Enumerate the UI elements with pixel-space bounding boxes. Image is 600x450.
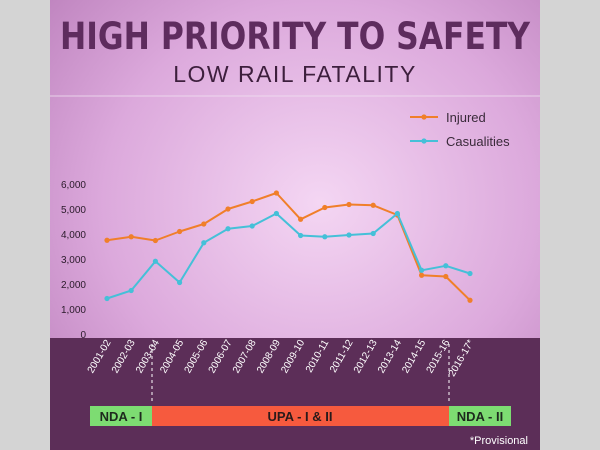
legend-label-casualties: Casualities <box>446 134 510 149</box>
legend-item-injured: Injured <box>410 110 486 125</box>
point-casualties <box>467 270 473 277</box>
period-nda-ii-label: NDA - II <box>457 409 503 424</box>
point-casualties <box>443 263 449 269</box>
point-casualties <box>273 210 279 217</box>
y-tick-label: 6,000 <box>61 180 86 191</box>
rail-fatality-chart: HIGH PRIORITY TO SAFETY LOW RAIL FATALIT… <box>50 0 540 450</box>
point-casualties <box>225 226 231 232</box>
point-injured <box>443 273 449 280</box>
point-injured <box>346 201 352 208</box>
series-line-casualties <box>106 212 471 300</box>
y-tick-label: 2,000 <box>61 280 86 291</box>
legend-marker-casualties <box>421 138 427 144</box>
point-casualties <box>152 258 158 264</box>
point-casualties <box>201 240 207 246</box>
point-injured <box>298 216 304 222</box>
point-injured <box>273 190 279 196</box>
point-casualties <box>419 267 425 273</box>
point-injured <box>419 272 425 278</box>
point-casualties <box>177 279 183 286</box>
page-title: HIGH PRIORITY TO SAFETY <box>60 15 531 58</box>
period-nda-i <box>90 406 152 426</box>
y-tick-label: 5,000 <box>61 205 86 216</box>
bottom-band <box>50 338 540 450</box>
point-casualties <box>370 230 376 237</box>
chart-legend: Injured Casualities <box>410 110 510 149</box>
point-injured <box>201 221 207 227</box>
infographic-panel: HIGH PRIORITY TO SAFETY LOW RAIL FATALIT… <box>50 0 540 450</box>
point-injured <box>467 297 473 303</box>
point-injured <box>225 206 231 212</box>
point-injured <box>249 198 255 205</box>
y-tick-label: 3,000 <box>61 255 86 266</box>
chart-series <box>104 190 473 303</box>
point-injured <box>128 234 134 240</box>
point-injured <box>104 237 110 243</box>
point-casualties <box>249 223 255 229</box>
period-upa-label: UPA - I & II <box>268 409 333 424</box>
point-casualties <box>298 232 304 239</box>
point-injured <box>370 202 376 208</box>
point-injured <box>177 228 183 235</box>
page-subtitle: LOW RAIL FATALITY <box>173 61 417 87</box>
point-casualties <box>394 210 400 217</box>
y-axis: 0 1,000 2,000 3,000 4,000 5,000 6,000 <box>61 180 86 341</box>
point-casualties <box>346 232 352 238</box>
period-upa <box>152 406 449 426</box>
y-tick-label: 4,000 <box>61 230 86 241</box>
legend-marker-injured <box>421 114 427 120</box>
legend-label-injured: Injured <box>446 110 486 125</box>
period-dividers <box>151 344 450 404</box>
series-line-injured <box>106 192 471 302</box>
point-casualties <box>322 234 328 240</box>
period-nda-ii <box>449 406 511 426</box>
point-injured <box>322 204 328 211</box>
provisional-footnote: *Provisional <box>470 435 528 447</box>
point-casualties <box>104 295 110 302</box>
y-tick-label: 0 <box>80 330 86 341</box>
point-injured <box>152 237 158 244</box>
period-nda-i-label: NDA - I <box>100 409 143 424</box>
period-bar: NDA - I UPA - I & II NDA - II <box>90 406 511 426</box>
point-casualties <box>128 287 134 294</box>
y-tick-label: 1,000 <box>61 305 86 316</box>
legend-item-casualties: Casualities <box>410 134 510 149</box>
